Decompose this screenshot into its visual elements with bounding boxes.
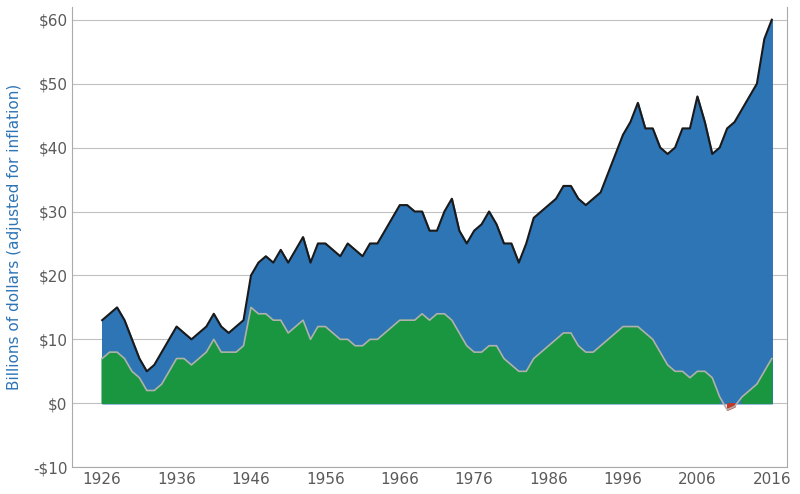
Y-axis label: Billions of dollars (adjusted for inflation): Billions of dollars (adjusted for inflat… <box>7 84 22 390</box>
